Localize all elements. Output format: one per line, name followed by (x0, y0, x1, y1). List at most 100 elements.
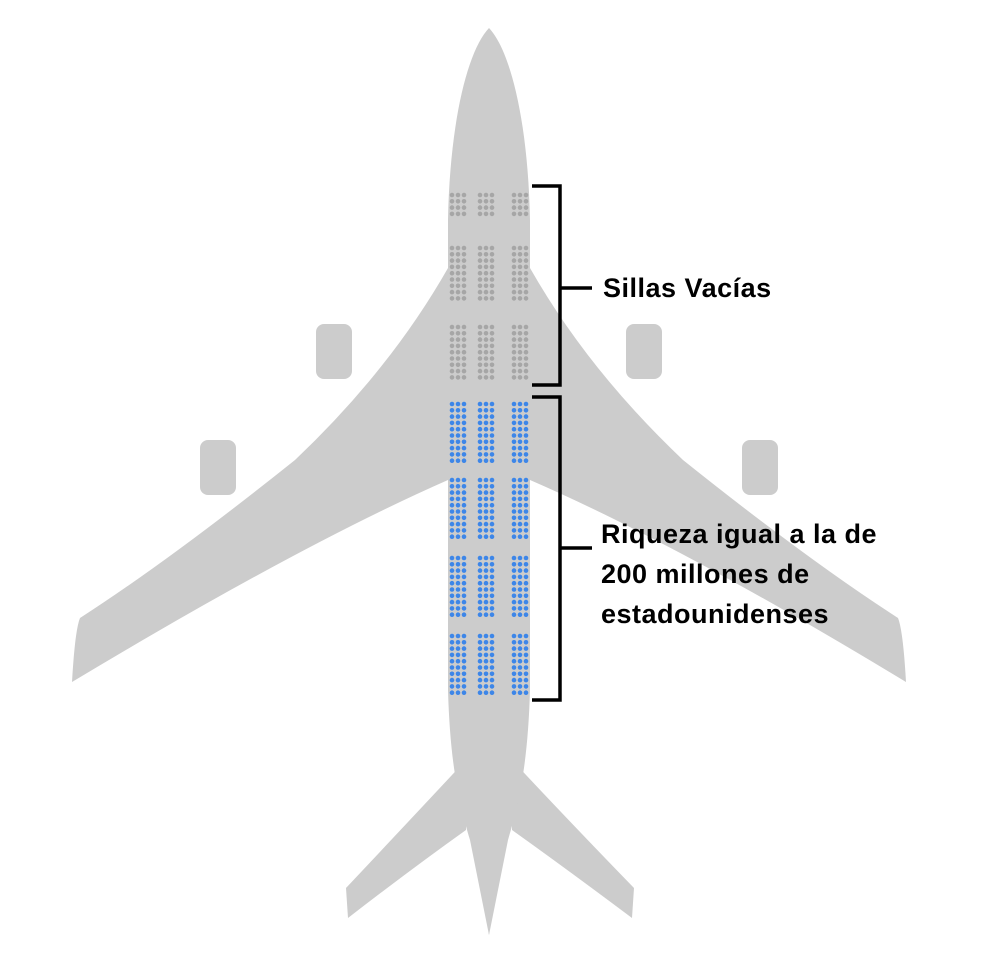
filled-seat (523, 439, 529, 445)
filled-seat (489, 515, 495, 521)
filled-seat (449, 433, 455, 438)
filled-seat (461, 555, 467, 561)
empty-seat (483, 349, 489, 355)
filled-seat (489, 484, 495, 489)
empty-seat (449, 362, 455, 368)
filled-seat (517, 599, 523, 605)
filled-seat (455, 458, 461, 464)
filled-seat (455, 612, 461, 617)
empty-seat (477, 331, 483, 336)
filled-seat (489, 509, 495, 514)
empty-seat (449, 252, 455, 257)
empty-seat (511, 264, 517, 270)
filled-seat (523, 593, 529, 599)
filled-seat (511, 690, 517, 695)
filled-seat (477, 658, 483, 664)
filled-seat (489, 612, 495, 617)
filled-seat (461, 515, 467, 521)
filled-seat (455, 555, 461, 561)
filled-seat (449, 640, 455, 645)
empty-seat (489, 343, 495, 349)
filled-seat (449, 587, 455, 592)
filled-seat (477, 587, 483, 592)
empty-seat (517, 192, 523, 198)
filled-seat (461, 562, 467, 567)
empty-seat (461, 283, 467, 289)
empty-seat (461, 324, 467, 330)
filled-seat (483, 534, 489, 539)
filled-seat (449, 439, 455, 445)
wealth-label: Riqueza igual a la de 200 millones de es… (601, 514, 877, 634)
filled-seat (461, 633, 467, 639)
filled-seat (455, 408, 461, 413)
empty-seat (523, 331, 529, 336)
filled-seat (483, 509, 489, 514)
filled-seat (489, 690, 495, 695)
empty-seat (449, 368, 455, 374)
filled-seat (455, 528, 461, 533)
left-tail (346, 760, 466, 918)
empty-seat (449, 296, 455, 301)
empty-seat (483, 245, 489, 251)
empty-seat (461, 192, 467, 198)
filled-seat (449, 677, 455, 683)
filled-seat (455, 593, 461, 599)
filled-seat (449, 562, 455, 567)
filled-seat (449, 496, 455, 502)
filled-seat (489, 528, 495, 533)
empty-seat (489, 199, 495, 204)
empty-seat (523, 349, 529, 355)
filled-seat (517, 574, 523, 580)
filled-seat (523, 509, 529, 514)
filled-seat (511, 599, 517, 605)
empty-seat (455, 331, 461, 336)
empty-seat (477, 245, 483, 251)
filled-seat (489, 458, 495, 464)
empty-seat (455, 349, 461, 355)
empty-seat (511, 283, 517, 289)
filled-seat (477, 684, 483, 689)
filled-seat (455, 515, 461, 521)
empty-seat (477, 264, 483, 270)
filled-seat (477, 606, 483, 611)
filled-seat (483, 652, 489, 658)
filled-seat (449, 521, 455, 527)
filled-seat (489, 658, 495, 664)
filled-seat (523, 452, 529, 457)
empty-seat (449, 277, 455, 282)
empty-seat (477, 252, 483, 257)
filled-seat (523, 665, 529, 670)
empty-seat (449, 349, 455, 355)
empty-seat (449, 343, 455, 349)
empty-seat (461, 252, 467, 257)
empty-seat (517, 324, 523, 330)
filled-seat (449, 420, 455, 426)
empty-seat (523, 277, 529, 282)
filled-seat (449, 534, 455, 539)
empty-seat (449, 264, 455, 270)
filled-seat (511, 420, 517, 426)
filled-seat (511, 445, 517, 451)
filled-seat (511, 612, 517, 617)
filled-seat (461, 534, 467, 539)
filled-seat (477, 496, 483, 502)
filled-seat (511, 528, 517, 533)
empty-block-1 (449, 192, 529, 217)
filled-seat (489, 439, 495, 445)
filled-seat (517, 515, 523, 521)
filled-seat (523, 580, 529, 586)
empty-seat (517, 264, 523, 270)
filled-seat (449, 606, 455, 611)
filled-seat (523, 484, 529, 489)
empty-seat (455, 277, 461, 282)
empty-seat (449, 205, 455, 210)
filled-seat (461, 677, 467, 683)
filled-seat (449, 414, 455, 419)
empty-seat (511, 356, 517, 361)
filled-seat (449, 401, 455, 407)
filled-seat (483, 426, 489, 432)
filled-seat (523, 496, 529, 502)
filled-seat (461, 496, 467, 502)
filled-seat (511, 452, 517, 457)
empty-seat (523, 296, 529, 301)
